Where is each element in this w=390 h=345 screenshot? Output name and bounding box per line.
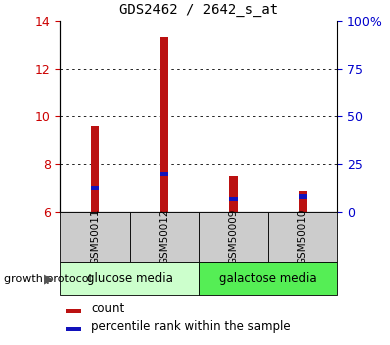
Bar [91, 126, 99, 212]
Bar [160, 38, 168, 212]
Bar [160, 172, 168, 176]
Text: count: count [91, 302, 124, 315]
Text: GSM50010: GSM50010 [298, 209, 308, 265]
Title: GDS2462 / 2642_s_at: GDS2462 / 2642_s_at [119, 3, 278, 17]
Bar [66, 327, 81, 331]
Text: ▶: ▶ [44, 272, 53, 285]
Text: glucose media: glucose media [87, 272, 173, 285]
Bar [229, 176, 238, 212]
Text: percentile rank within the sample: percentile rank within the sample [91, 320, 291, 333]
Bar [268, 212, 337, 262]
Bar [299, 195, 307, 199]
Text: growth protocol: growth protocol [4, 274, 92, 284]
Bar [66, 309, 81, 313]
Bar [91, 186, 99, 190]
Text: galactose media: galactose media [219, 272, 317, 285]
Bar [60, 262, 199, 295]
Bar [229, 197, 238, 201]
Text: GSM50009: GSM50009 [229, 209, 239, 265]
Text: GSM50012: GSM50012 [159, 209, 169, 265]
Bar [199, 262, 337, 295]
Bar [199, 212, 268, 262]
Bar [129, 212, 199, 262]
Bar [299, 191, 307, 212]
Text: GSM50011: GSM50011 [90, 209, 100, 265]
Bar [60, 212, 129, 262]
